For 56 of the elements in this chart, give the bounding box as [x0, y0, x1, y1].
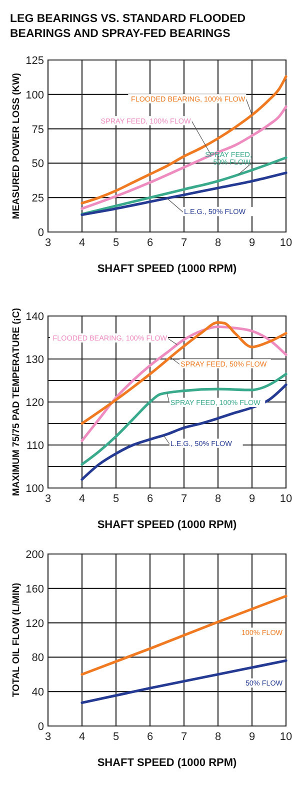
y-tick-label: 50 — [32, 158, 44, 170]
x-tick-label: 6 — [146, 237, 154, 249]
chart-title: LEG BEARINGS VS. STANDARD FLOODED BEARINGS AND SPRAY-FED BEARINGS — [10, 13, 246, 40]
y-tick-label: 110 — [26, 440, 44, 452]
x-axis-title: SHAFT SPEED (1000 RPM) — [97, 757, 238, 769]
x-tick-label: 6 — [146, 731, 154, 743]
y-axis-title: TOTAL OIL FLOW (L/MIN) — [11, 582, 22, 698]
y-tick-label: 200 — [26, 549, 44, 561]
y-tick-label: 25 — [32, 192, 44, 205]
x-tick-label: 7 — [180, 731, 188, 743]
line-series — [80, 659, 288, 704]
line-series — [80, 594, 288, 676]
y-tick-label: 0 — [38, 721, 44, 733]
x-tick-label: 10 — [280, 237, 292, 249]
x-tick-label: 8 — [214, 493, 222, 505]
x-tick-label: 8 — [214, 731, 222, 743]
x-tick-label: 5 — [112, 493, 120, 505]
y-tick-label: 0 — [38, 227, 44, 239]
x-tick-label: 8 — [214, 237, 222, 249]
y-tick-label: 100 — [26, 89, 44, 102]
y-tick-label: 120 — [26, 618, 44, 630]
line-series — [80, 156, 288, 216]
x-tick-label: 4 — [78, 493, 86, 505]
line-series — [80, 384, 288, 481]
x-tick-label: 10 — [280, 493, 292, 505]
x-tick-label: 5 — [112, 237, 120, 249]
x-tick-label: 3 — [44, 237, 52, 249]
x-tick-label: 3 — [44, 493, 52, 505]
x-tick-label: 9 — [248, 493, 256, 505]
x-tick-label: 9 — [248, 731, 256, 743]
y-tick-label: 160 — [26, 583, 44, 596]
x-tick-label: 5 — [112, 731, 120, 743]
y-axis-title: MEASURED POWER LOSS (KW) — [11, 72, 22, 220]
y-tick-label: 140 — [26, 311, 44, 323]
y-tick-label: 130 — [26, 354, 44, 366]
x-tick-label: 6 — [146, 493, 154, 505]
x-tick-label: 4 — [78, 731, 86, 743]
x-tick-label: 9 — [248, 237, 256, 249]
y-axis-title: MAXIMUM 75/75 PAD TEMPERATURE (¡C) — [11, 308, 22, 496]
y-tick-label: 120 — [26, 397, 44, 409]
line-series — [80, 172, 288, 216]
y-tick-label: 40 — [32, 686, 44, 699]
y-tick-label: 100 — [26, 483, 44, 495]
x-axis-title: SHAFT SPEED (1000 RPM) — [97, 519, 238, 531]
line-series — [80, 105, 288, 210]
x-tick-label: 3 — [44, 731, 52, 743]
x-tick-label: 4 — [78, 237, 86, 249]
x-tick-label: 10 — [280, 731, 292, 743]
line-series — [80, 75, 288, 204]
x-tick-label: 7 — [180, 237, 188, 249]
y-tick-label: 125 — [26, 55, 44, 67]
x-tick-label: 7 — [180, 493, 188, 505]
y-tick-label: 80 — [32, 652, 44, 664]
x-axis-title: SHAFT SPEED (1000 RPM) — [97, 263, 238, 275]
y-tick-label: 75 — [32, 124, 44, 136]
line-series — [80, 372, 288, 466]
